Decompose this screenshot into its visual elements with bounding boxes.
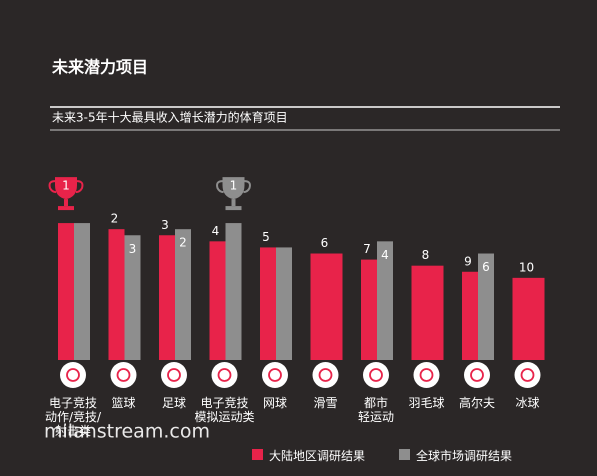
icon (262, 362, 288, 388)
x-tick-label: 足球 (161, 396, 186, 410)
legend-label: 大陆地区调研结果 (269, 449, 366, 463)
icon-symbol (318, 368, 333, 382)
bar (225, 223, 242, 360)
x-tick-label: 电子竞技 动作/竞技/ 射击类 (44, 396, 102, 438)
value-label: 1 (230, 179, 238, 193)
value-label: 3 (129, 242, 137, 256)
trophy-stem (64, 199, 68, 207)
bar (175, 229, 191, 360)
bar (276, 247, 292, 360)
trophy-handles (216, 180, 251, 194)
value-label: 6 (321, 236, 329, 250)
trophy-stem (231, 199, 236, 207)
icon-symbol (520, 368, 535, 382)
x-tick-label: 滑雪 (313, 396, 338, 410)
icon (60, 362, 86, 388)
bar (108, 229, 125, 360)
value-label: 6 (482, 260, 490, 274)
icon-symbol (167, 368, 181, 382)
bar (462, 271, 478, 360)
legend-label: 全球市场调研结果 (416, 449, 513, 463)
value-label: 10 (519, 260, 534, 274)
x-tick-label: 网球 (262, 396, 287, 410)
bar (377, 241, 393, 360)
legend-swatch (252, 449, 263, 460)
bar (411, 265, 444, 360)
icon-symbol (369, 368, 383, 382)
trophy-base (225, 206, 242, 211)
bar (209, 241, 226, 360)
value-label: 7 (363, 242, 371, 256)
x-tick-label: 篮球 (111, 396, 136, 410)
icon (110, 362, 137, 388)
trophy (48, 177, 84, 211)
value-label: 5 (262, 230, 270, 244)
icon-symbol (470, 368, 484, 382)
bar (310, 253, 343, 360)
icon (363, 362, 389, 388)
watermark: milanstream.com (44, 421, 210, 443)
icon (161, 362, 187, 388)
icon (514, 362, 541, 388)
bar (260, 247, 276, 360)
x-tick-label: 冰球 (515, 396, 540, 410)
trophy-handles (48, 180, 84, 194)
bar (159, 235, 175, 360)
chart-title: 未来潜力项目 (51, 58, 148, 77)
icon-symbol (66, 368, 80, 382)
trophy (216, 177, 251, 211)
icon-symbol (217, 368, 232, 382)
x-tick-label: 电子竞技 模拟运动类 (194, 396, 255, 424)
chart-subtitle: 未来3-5年十大最具收入增长潜力的体育项目 (52, 110, 288, 125)
trophy-cup (222, 177, 245, 200)
icon (211, 362, 238, 388)
icon (312, 362, 339, 388)
bar (512, 277, 545, 360)
value-label: 3 (161, 218, 169, 232)
value-label: 4 (212, 224, 220, 238)
value-label: 2 (111, 212, 119, 226)
legend-swatch (399, 449, 410, 460)
bar (361, 259, 377, 360)
value-label: 9 (464, 254, 472, 268)
icon-symbol (419, 368, 434, 382)
value-label: 2 (179, 236, 187, 250)
trophy-base (58, 206, 74, 211)
trophy-cup (55, 177, 77, 200)
icon (413, 362, 440, 388)
value-label: 1 (62, 179, 70, 193)
bar (74, 223, 90, 360)
bar (478, 253, 494, 360)
bar (58, 223, 74, 360)
bar (124, 235, 141, 360)
icon-symbol (116, 368, 131, 382)
x-tick-label: 羽毛球 (408, 396, 445, 410)
icon-symbol (268, 368, 282, 382)
x-tick-label: 都市 轻运动 (357, 396, 394, 424)
icon (464, 362, 490, 388)
value-label: 4 (381, 248, 389, 262)
value-label: 8 (422, 248, 430, 262)
x-tick-label: 高尔夫 (458, 396, 495, 410)
